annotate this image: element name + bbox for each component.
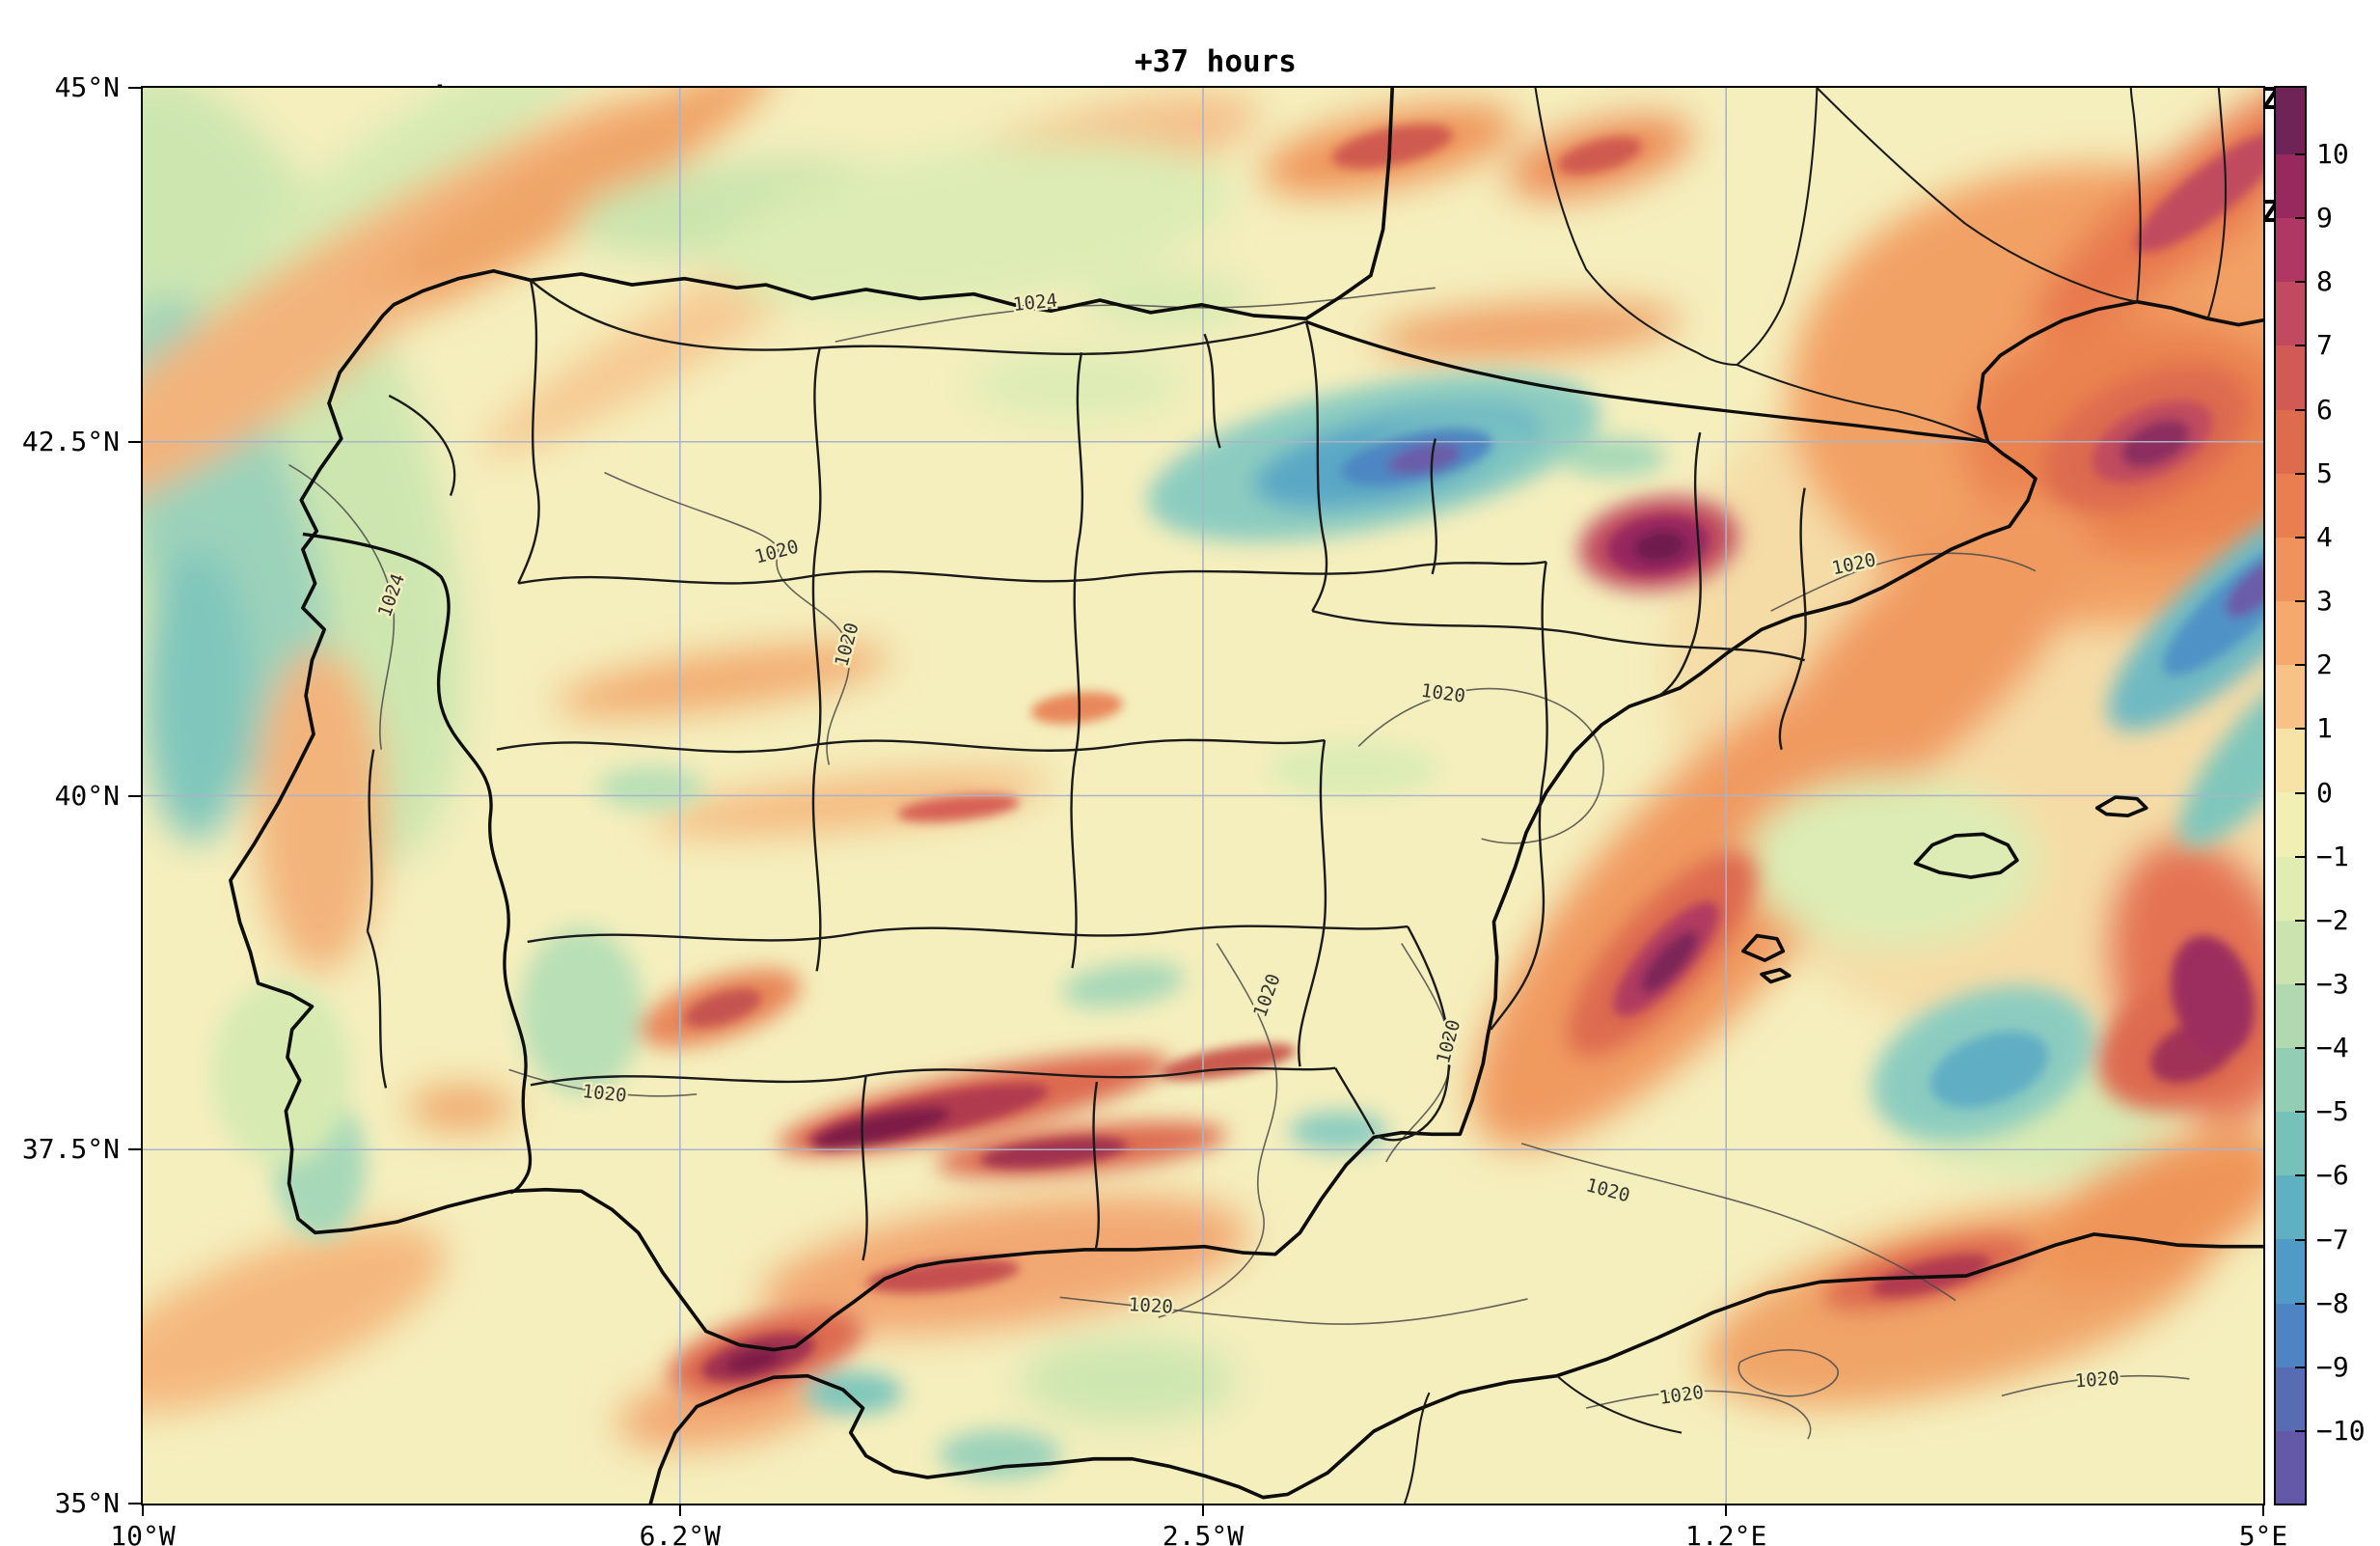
province-borders	[366, 88, 2227, 1261]
isobar-label: 1024	[1012, 289, 1058, 316]
colorbar-band	[2276, 88, 2305, 154]
isobar-label: 1020	[1128, 1293, 1173, 1317]
colorbar-band	[2276, 1367, 2305, 1431]
colorbar-tick	[2295, 345, 2305, 347]
y-axis-tick	[128, 87, 141, 89]
colorbar-tick	[2295, 1111, 2305, 1114]
y-axis-tick-label: 40°N	[54, 779, 120, 812]
y-axis-tick	[128, 1148, 141, 1151]
colorbar-tick-label: 4	[2316, 520, 2333, 553]
colorbar-band	[2276, 792, 2305, 857]
colorbar-tick-label: −9	[2316, 1350, 2349, 1383]
colorbar-tick	[2295, 217, 2305, 220]
colorbar-band	[2276, 1430, 2305, 1504]
colorbar-tick	[2295, 1302, 2305, 1305]
y-axis-tick-label: 45°N	[54, 71, 120, 103]
x-axis-tick-label: 10°W	[110, 1520, 176, 1546]
y-axis-tick	[128, 1503, 141, 1505]
y-axis-tick-label: 42.5°N	[21, 425, 120, 457]
colorbar-tick-label: 9	[2316, 202, 2333, 235]
colorbar-tick-label: 0	[2316, 776, 2333, 809]
colorbar-tick	[2295, 855, 2305, 858]
colorbar-tick	[2295, 919, 2305, 922]
x-axis-tick	[1202, 1504, 1204, 1516]
colorbar-band	[2276, 154, 2305, 219]
colorbar-tick	[2295, 1430, 2305, 1432]
colorbar-band	[2276, 920, 2305, 984]
colorbar-tick-label: −3	[2316, 967, 2349, 1000]
colorbar-band	[2276, 1047, 2305, 1113]
lead-time-label: +37 hours	[1135, 44, 1297, 79]
colorbar-band	[2276, 983, 2305, 1048]
colorbar-tick-label: 7	[2316, 329, 2333, 362]
colorbar-tick-label: −5	[2316, 1095, 2349, 1128]
colorbar-band	[2276, 856, 2305, 921]
colorbar-band	[2276, 1175, 2305, 1240]
colorbar-band	[2276, 729, 2305, 793]
colorbar-band	[2276, 537, 2305, 601]
x-axis-tick	[142, 1504, 144, 1516]
x-axis-tick-label: 5°E	[2238, 1520, 2288, 1546]
colorbar-tick-label: 6	[2316, 393, 2333, 426]
colorbar-tick	[2295, 1174, 2305, 1177]
x-axis-tick-label: 1.2°E	[1685, 1520, 1767, 1546]
map-canvas: 1024102410201020102010201020102010201020…	[143, 88, 2263, 1504]
colorbar-tick-label: 3	[2316, 585, 2333, 618]
colorbar	[2274, 86, 2307, 1505]
colorbar-tick-label: −7	[2316, 1223, 2349, 1256]
y-axis-tick	[128, 794, 141, 797]
colorbar-tick	[2295, 281, 2305, 284]
colorbar-band	[2276, 409, 2305, 474]
y-axis-tick-label: 35°N	[54, 1487, 120, 1519]
x-axis-tick	[1725, 1504, 1728, 1516]
colorbar-tick-label: 2	[2316, 649, 2333, 681]
colorbar-band	[2276, 473, 2305, 538]
isobar-label: 1020	[1420, 679, 1467, 707]
colorbar-band	[2276, 600, 2305, 666]
colorbar-band	[2276, 282, 2305, 346]
colorbar-tick	[2295, 1366, 2305, 1368]
colorbar-tick	[2295, 982, 2305, 985]
colorbar-tick-label: −4	[2316, 1032, 2349, 1064]
colorbar-tick	[2295, 728, 2305, 731]
country-borders	[302, 319, 1988, 1504]
colorbar-band	[2276, 218, 2305, 283]
colorbar-tick-label: 10	[2316, 138, 2349, 170]
x-axis-tick	[678, 1504, 681, 1516]
colorbar-tick	[2295, 600, 2305, 603]
colorbar-tick-label: 5	[2316, 456, 2333, 489]
colorbar-tick-label: −1	[2316, 840, 2349, 872]
advection-field-cores	[684, 124, 2263, 1382]
colorbar-tick	[2295, 664, 2305, 667]
isobars	[288, 287, 2190, 1440]
colorbar-tick	[2295, 408, 2305, 411]
colorbar-tick	[2295, 153, 2305, 155]
colorbar-band	[2276, 1112, 2305, 1176]
graticule	[143, 88, 2263, 1504]
colorbar-tick-label: −2	[2316, 903, 2349, 936]
colorbar-tick-label: −8	[2316, 1286, 2349, 1319]
colorbar-tick	[2295, 1238, 2305, 1241]
colorbar-tick	[2295, 536, 2305, 538]
colorbar-tick	[2295, 1047, 2305, 1050]
y-axis-tick	[128, 440, 141, 443]
x-axis-tick-label: 2.5°W	[1162, 1520, 1245, 1546]
colorbar-tick	[2295, 472, 2305, 475]
colorbar-band	[2276, 1239, 2305, 1304]
colorbar-tick-label: 1	[2316, 712, 2333, 745]
isobar-label: 1020	[2074, 1367, 2120, 1392]
colorbar-band	[2276, 665, 2305, 730]
colorbar-tick-label: −10	[2316, 1415, 2366, 1447]
coastlines	[229, 88, 2263, 1504]
x-axis-tick-label: 6.2°W	[639, 1520, 721, 1546]
colorbar-tick	[2295, 791, 2305, 794]
colorbar-band	[2276, 1303, 2305, 1367]
y-axis-tick-label: 37.5°N	[21, 1133, 120, 1166]
isobar-label: 1020	[582, 1080, 628, 1107]
colorbar-band	[2276, 345, 2305, 410]
x-axis-tick	[2262, 1504, 2264, 1516]
colorbar-tick-label: −6	[2316, 1159, 2349, 1192]
colorbar-tick-label: 8	[2316, 265, 2333, 298]
